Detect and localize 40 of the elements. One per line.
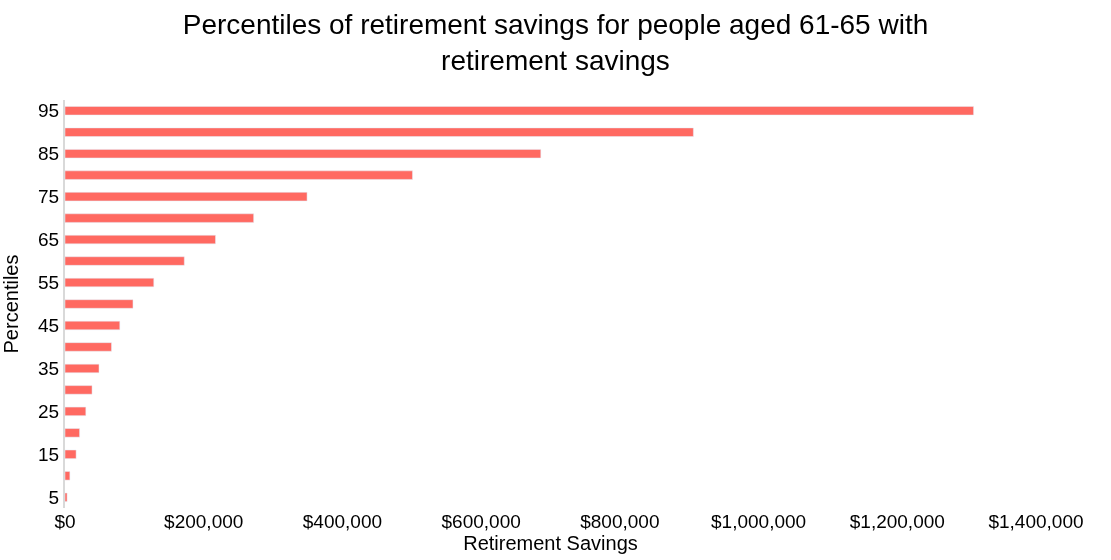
bar — [65, 213, 254, 223]
bar — [65, 299, 134, 309]
bar — [65, 385, 93, 395]
x-tick-label: $1,400,000 — [988, 511, 1084, 532]
x-tick-label: $1,200,000 — [849, 511, 945, 532]
y-axis-title: Percentiles — [0, 254, 23, 354]
x-tick-label: $1,000,000 — [711, 511, 807, 532]
y-tick-label: 15 — [38, 443, 60, 465]
y-tick-label: 75 — [38, 186, 60, 208]
bar — [65, 320, 121, 331]
x-axis-title: Retirement Savings — [463, 532, 638, 554]
bar — [65, 471, 71, 481]
bar — [65, 406, 87, 416]
y-tick-label: 25 — [38, 401, 60, 423]
y-tick-label: 85 — [38, 143, 60, 165]
y-tick-label: 5 — [48, 486, 60, 508]
y-tick-label: 35 — [38, 358, 60, 380]
chart-title: Percentiles of retirement savings for people aged 61-65 with retirement savings — [182, 8, 929, 76]
y-tick-label: 45 — [38, 315, 60, 337]
x-tick-label: $600,000 — [441, 511, 521, 532]
bar — [65, 363, 100, 373]
bar — [65, 170, 413, 180]
y-tick-label: 65 — [38, 229, 60, 251]
bar — [65, 342, 112, 352]
bar — [65, 492, 68, 502]
bar — [65, 449, 77, 459]
bar — [65, 127, 694, 137]
x-tick-label: $400,000 — [302, 511, 383, 532]
y-tick-label: 95 — [38, 100, 60, 122]
bar — [65, 106, 974, 116]
bar — [65, 192, 308, 202]
bar — [65, 235, 216, 245]
y-tick-label: 55 — [38, 272, 60, 294]
bar — [65, 256, 185, 266]
x-tick-label: $800,000 — [580, 511, 660, 532]
bar — [65, 277, 155, 288]
bar — [65, 149, 542, 159]
x-tick-label: $0 — [54, 511, 76, 532]
bar — [65, 428, 80, 438]
x-tick-label: $200,000 — [164, 511, 244, 532]
